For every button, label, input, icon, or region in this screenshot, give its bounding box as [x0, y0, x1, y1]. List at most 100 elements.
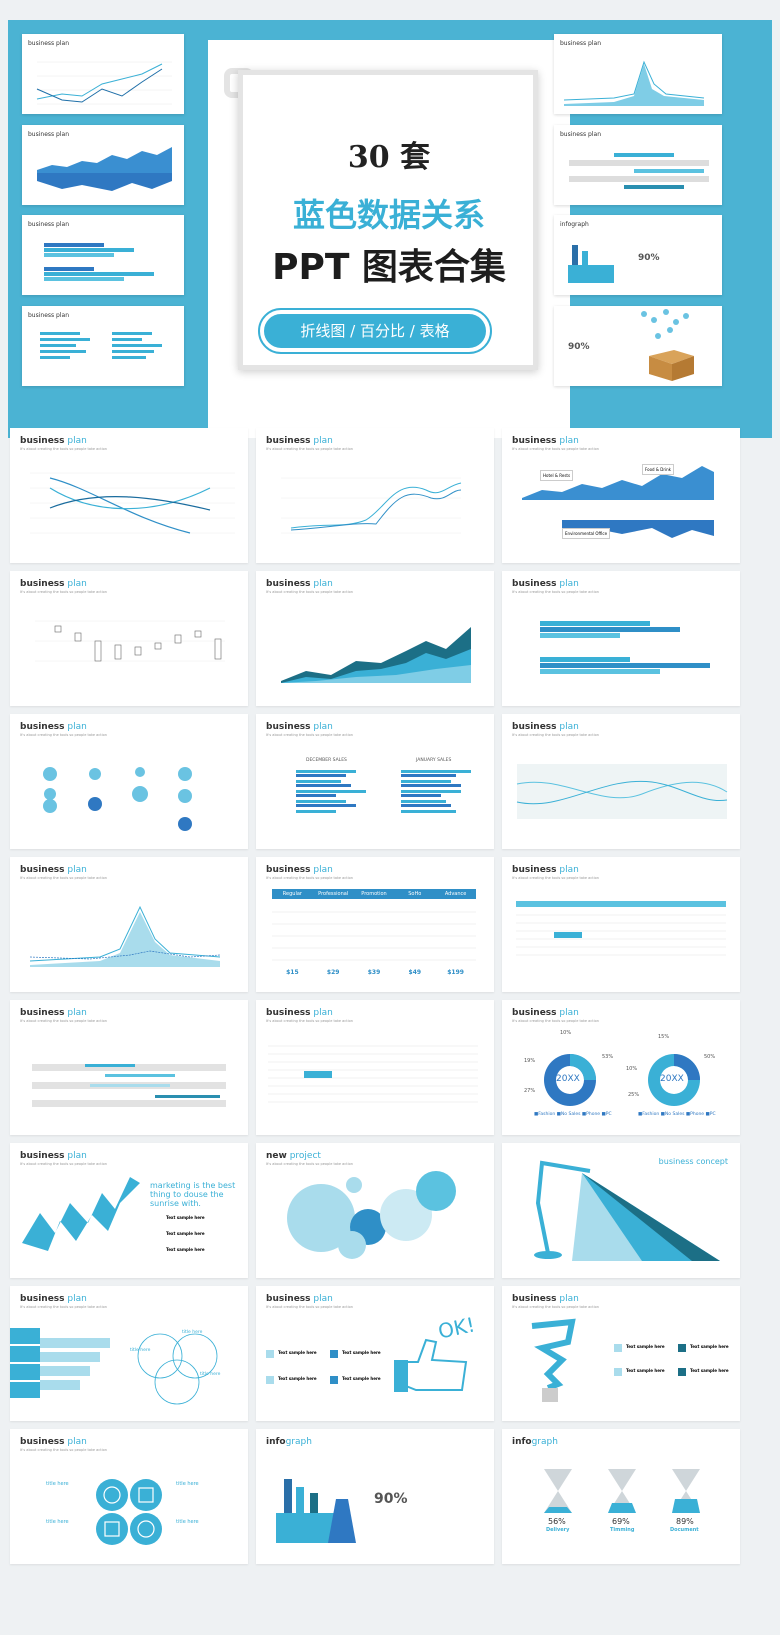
- slide-subtitle: It's about creating the tools so people …: [512, 590, 599, 594]
- hourglass-label: Timming: [610, 1527, 635, 1533]
- thumb-title: infograph: [560, 221, 589, 228]
- slide-title: business plan: [266, 865, 333, 875]
- thumb-percent: 90%: [638, 253, 660, 263]
- slide-subtitle: It's about creating the tools so people …: [266, 733, 353, 737]
- slide-card-24[interactable]: infograph 56% Delivery 69% Timming 89% D…: [502, 1429, 740, 1564]
- cover-count: 30 套: [347, 140, 431, 175]
- slide-card-13[interactable]: business plan It's about creating the to…: [10, 1000, 248, 1135]
- donut-pct: 10%: [560, 1030, 572, 1036]
- thumb-bar-chart[interactable]: business plan: [22, 215, 184, 295]
- slide-card-12[interactable]: business plan It's about creating the to…: [502, 857, 740, 992]
- slide-title: business plan: [266, 1294, 333, 1304]
- slide-title: infograph: [512, 1437, 558, 1447]
- text-sample: Text sample here: [278, 1350, 317, 1355]
- slide-title: business plan: [20, 1437, 87, 1447]
- cover-pill[interactable]: 折线图 / 百分比 / 表格: [258, 308, 492, 354]
- slide-card-3[interactable]: business plan It's about creating the to…: [502, 428, 740, 563]
- slide-subtitle: It's about creating the tools so people …: [512, 733, 599, 737]
- cover-frame: [238, 70, 538, 370]
- donut-center-1: 20XX: [556, 1074, 580, 1084]
- slide-card-8[interactable]: business plan It's about creating the to…: [256, 714, 494, 849]
- slide-card-1[interactable]: business plan It's about creating the to…: [10, 428, 248, 563]
- slide-card-14[interactable]: business plan It's about creating the to…: [256, 1000, 494, 1135]
- thumb-box-cloud[interactable]: 90%: [554, 306, 722, 386]
- slide-card-10[interactable]: business plan It's about creating the to…: [10, 857, 248, 992]
- thumb-factory[interactable]: infograph 90%: [554, 215, 722, 295]
- chart-title-dec: DECEMBER SALES: [306, 758, 347, 763]
- text-sample: Text sample here: [166, 1231, 205, 1236]
- donut-pct: 25%: [628, 1092, 640, 1098]
- text-sample: Text sample here: [278, 1376, 317, 1381]
- slide-card-7[interactable]: business plan It's about creating the to…: [10, 714, 248, 849]
- slide-subtitle: It's about creating the tools so people …: [266, 876, 353, 880]
- pricing-prices: $15 $29 $39 $49 $199: [272, 969, 476, 976]
- price: $29: [326, 969, 340, 976]
- thumb-line-chart[interactable]: business plan: [22, 34, 184, 114]
- slide-title: business plan: [20, 865, 87, 875]
- thumb-gantt[interactable]: business plan: [554, 125, 722, 205]
- slide-subtitle: It's about creating the tools so people …: [266, 1019, 353, 1023]
- thumb-title: business plan: [560, 40, 602, 47]
- marketing-headline: marketing is the best thing to douse the…: [150, 1181, 236, 1208]
- hero-banner: business plan business plan business pla…: [8, 20, 772, 438]
- thumb-title: business plan: [28, 131, 70, 138]
- slide-card-23[interactable]: infograph 90%: [256, 1429, 494, 1564]
- slide-title: new project: [266, 1151, 321, 1161]
- slide-card-5[interactable]: business plan It's about creating the to…: [256, 571, 494, 706]
- price: $39: [367, 969, 381, 976]
- text-sample: Text sample here: [166, 1247, 205, 1252]
- thumb-title: business plan: [28, 312, 70, 319]
- slide-card-21[interactable]: business plan It's about creating the to…: [502, 1286, 740, 1421]
- slide-title: business plan: [20, 1151, 87, 1161]
- slide-subtitle: It's about creating the tools so people …: [20, 447, 107, 451]
- annotation-food: Food & Drink: [642, 464, 674, 475]
- slide-title: business plan: [512, 436, 579, 446]
- quad-title: title here: [176, 1519, 199, 1525]
- slide-card-16[interactable]: business plan It's about creating the to…: [10, 1143, 248, 1278]
- donut-pct: 27%: [524, 1088, 536, 1094]
- slide-card-4[interactable]: business plan It's about creating the to…: [10, 571, 248, 706]
- slide-card-15[interactable]: business plan It's about creating the to…: [502, 1000, 740, 1135]
- slide-card-22[interactable]: business plan It's about creating the to…: [10, 1429, 248, 1564]
- slide-title: business plan: [512, 865, 579, 875]
- donut-pct: 19%: [524, 1058, 536, 1064]
- pricing-table: Regular Professional Promotion SoHo Adva…: [272, 889, 476, 899]
- thumb-double-bar[interactable]: business plan: [22, 306, 184, 386]
- cover-title: PPT 图表合集: [272, 247, 506, 288]
- slide-title: business plan: [266, 1008, 333, 1018]
- slide-title: business plan: [20, 579, 87, 589]
- cover-subtitle: 蓝色数据关系: [292, 196, 485, 234]
- slide-card-2[interactable]: business plan It's about creating the to…: [256, 428, 494, 563]
- slide-subtitle: It's about creating the tools so people …: [266, 1162, 353, 1166]
- slide-card-18[interactable]: business concept: [502, 1143, 740, 1278]
- slide-card-11[interactable]: business plan It's about creating the to…: [256, 857, 494, 992]
- hourglass-pct: 89%: [676, 1517, 694, 1526]
- slide-card-9[interactable]: business plan It's about creating the to…: [502, 714, 740, 849]
- thumb-area-chart[interactable]: business plan: [22, 125, 184, 205]
- slide-title: business plan: [20, 1294, 87, 1304]
- thumb-spike-chart[interactable]: business plan: [554, 34, 722, 114]
- donut-legend: ■Fashion ■No Sales ■Phone ■PC: [638, 1112, 716, 1117]
- hourglass-pct: 69%: [612, 1517, 630, 1526]
- text-sample: Text sample here: [342, 1376, 381, 1381]
- slide-subtitle: It's about creating the tools so people …: [20, 1162, 107, 1166]
- slide-card-19[interactable]: business plan It's about creating the to…: [10, 1286, 248, 1421]
- pricing-col: Professional: [312, 889, 354, 899]
- chart-title-jan: JANUARY SALES: [416, 758, 452, 763]
- annotation-hotel: Hotel & Rests: [540, 470, 574, 481]
- slide-subtitle: It's about creating the tools so people …: [266, 590, 353, 594]
- slide-title: business plan: [512, 1294, 579, 1304]
- venn-title: title here: [130, 1348, 151, 1353]
- slide-card-20[interactable]: business plan It's about creating the to…: [256, 1286, 494, 1421]
- hourglass-label: Delivery: [546, 1527, 570, 1533]
- text-sample: Text sample here: [626, 1368, 665, 1373]
- slide-title: business plan: [512, 1008, 579, 1018]
- pricing-col: Regular: [272, 889, 313, 899]
- donut-center-2: 20XX: [660, 1074, 684, 1084]
- slide-card-6[interactable]: business plan It's about creating the to…: [502, 571, 740, 706]
- slide-card-17[interactable]: new project It's about creating the tool…: [256, 1143, 494, 1278]
- slide-subtitle: It's about creating the tools so people …: [20, 1019, 107, 1023]
- pricing-col: Advance: [435, 889, 476, 899]
- venn-title: title here: [182, 1330, 203, 1335]
- slide-title: business plan: [266, 579, 333, 589]
